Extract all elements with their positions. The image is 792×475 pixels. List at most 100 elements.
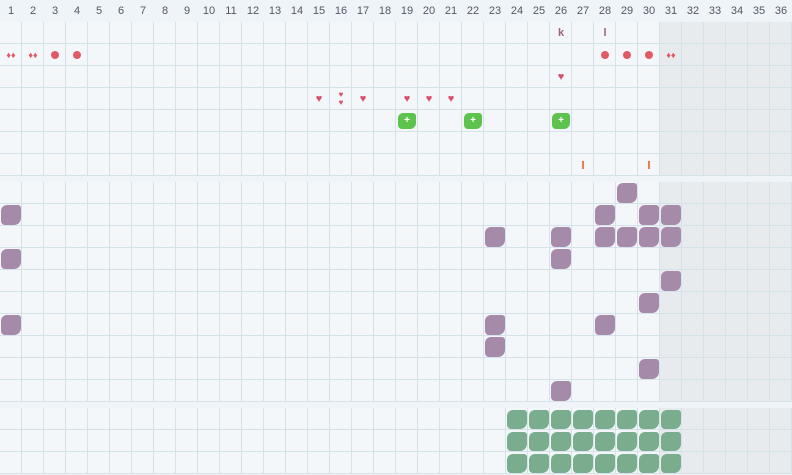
mood-cell[interactable] xyxy=(572,248,594,270)
mood-cell[interactable] xyxy=(484,292,506,314)
mood-cell[interactable] xyxy=(132,182,154,204)
symptom-cell[interactable] xyxy=(506,88,528,110)
mood-cell[interactable] xyxy=(572,314,594,336)
mood-cell[interactable] xyxy=(22,292,44,314)
mood-cell[interactable] xyxy=(440,358,462,380)
mood-cell[interactable] xyxy=(110,248,132,270)
mood-cell[interactable] xyxy=(418,336,440,358)
activity-cell[interactable] xyxy=(110,430,132,452)
mood-cell[interactable] xyxy=(572,292,594,314)
symptom-cell[interactable] xyxy=(154,154,176,176)
mood-cell[interactable] xyxy=(660,358,682,380)
mood-cell[interactable] xyxy=(220,182,242,204)
symptom-cell[interactable] xyxy=(44,66,66,88)
symptom-cell[interactable] xyxy=(462,132,484,154)
mood-cell[interactable] xyxy=(506,226,528,248)
symptom-cell[interactable] xyxy=(726,88,748,110)
mood-cell[interactable] xyxy=(264,380,286,402)
mood-cell[interactable] xyxy=(88,292,110,314)
mood-cell[interactable] xyxy=(594,358,616,380)
mood-cell[interactable] xyxy=(440,314,462,336)
activity-cell[interactable] xyxy=(242,430,264,452)
mood-cell[interactable] xyxy=(704,336,726,358)
mood-cell[interactable] xyxy=(462,204,484,226)
mood-cell[interactable] xyxy=(66,182,88,204)
mood-cell[interactable] xyxy=(88,182,110,204)
symptom-cell[interactable] xyxy=(550,22,572,44)
symptom-cell[interactable] xyxy=(0,132,22,154)
mood-cell[interactable] xyxy=(726,292,748,314)
symptom-cell[interactable] xyxy=(748,154,770,176)
mood-cell[interactable] xyxy=(308,204,330,226)
symptom-cell[interactable] xyxy=(660,154,682,176)
symptom-cell[interactable] xyxy=(572,88,594,110)
symptom-cell[interactable] xyxy=(44,132,66,154)
symptom-cell[interactable] xyxy=(132,22,154,44)
mood-cell[interactable] xyxy=(22,204,44,226)
symptom-cell[interactable] xyxy=(110,66,132,88)
mood-cell[interactable] xyxy=(418,204,440,226)
mood-cell[interactable] xyxy=(616,292,638,314)
symptom-cell[interactable] xyxy=(682,44,704,66)
mood-cell[interactable] xyxy=(330,204,352,226)
activity-cell[interactable] xyxy=(286,430,308,452)
mood-cell[interactable] xyxy=(176,314,198,336)
mood-cell[interactable] xyxy=(726,270,748,292)
symptom-cell[interactable] xyxy=(132,88,154,110)
mood-cell[interactable] xyxy=(748,314,770,336)
symptom-cell[interactable] xyxy=(462,66,484,88)
mood-cell[interactable] xyxy=(88,248,110,270)
mood-cell[interactable] xyxy=(396,380,418,402)
mood-cell[interactable] xyxy=(242,358,264,380)
mood-cell[interactable] xyxy=(176,226,198,248)
symptom-cell[interactable] xyxy=(770,154,792,176)
mood-cell[interactable] xyxy=(638,270,660,292)
symptom-cell[interactable] xyxy=(484,154,506,176)
mood-cell[interactable] xyxy=(308,270,330,292)
mood-cell[interactable] xyxy=(22,358,44,380)
mood-cell[interactable] xyxy=(594,182,616,204)
symptom-cell[interactable] xyxy=(528,22,550,44)
mood-cell[interactable] xyxy=(572,358,594,380)
symptom-cell[interactable] xyxy=(616,154,638,176)
mood-cell[interactable] xyxy=(264,358,286,380)
mood-cell[interactable] xyxy=(176,336,198,358)
symptom-cell[interactable] xyxy=(506,22,528,44)
mood-cell[interactable] xyxy=(352,358,374,380)
mood-cell[interactable] xyxy=(198,248,220,270)
mood-cell[interactable] xyxy=(682,270,704,292)
mood-cell[interactable] xyxy=(770,358,792,380)
symptom-cell[interactable] xyxy=(374,154,396,176)
activity-blob-icon[interactable] xyxy=(594,408,616,430)
symptom-cell[interactable] xyxy=(462,88,484,110)
mood-cell[interactable] xyxy=(88,314,110,336)
mood-cell[interactable] xyxy=(44,292,66,314)
activity-blob-icon[interactable] xyxy=(528,430,550,452)
mood-blob-icon[interactable] xyxy=(484,314,506,336)
mood-cell[interactable] xyxy=(330,358,352,380)
mood-cell[interactable] xyxy=(528,226,550,248)
symptom-cell[interactable] xyxy=(352,132,374,154)
symptom-cell[interactable] xyxy=(770,110,792,132)
mood-cell[interactable] xyxy=(462,226,484,248)
symptom-cell[interactable] xyxy=(66,88,88,110)
symptom-cell[interactable] xyxy=(330,66,352,88)
mood-cell[interactable] xyxy=(528,380,550,402)
symptom-cell[interactable] xyxy=(418,132,440,154)
mood-blob-icon[interactable] xyxy=(0,204,22,226)
symptom-cell[interactable] xyxy=(572,66,594,88)
mood-cell[interactable] xyxy=(110,314,132,336)
mood-cell[interactable] xyxy=(66,292,88,314)
activity-cell[interactable] xyxy=(176,452,198,474)
symptom-cell[interactable] xyxy=(440,44,462,66)
activity-blob-icon[interactable] xyxy=(572,452,594,474)
symptom-cell[interactable] xyxy=(396,132,418,154)
symptom-cell[interactable] xyxy=(704,110,726,132)
mood-cell[interactable] xyxy=(374,336,396,358)
symptom-cell[interactable] xyxy=(748,132,770,154)
mood-cell[interactable] xyxy=(528,270,550,292)
mood-cell[interactable] xyxy=(286,380,308,402)
mood-cell[interactable] xyxy=(748,270,770,292)
symptom-cell[interactable] xyxy=(704,132,726,154)
mood-blob-icon[interactable] xyxy=(594,314,616,336)
